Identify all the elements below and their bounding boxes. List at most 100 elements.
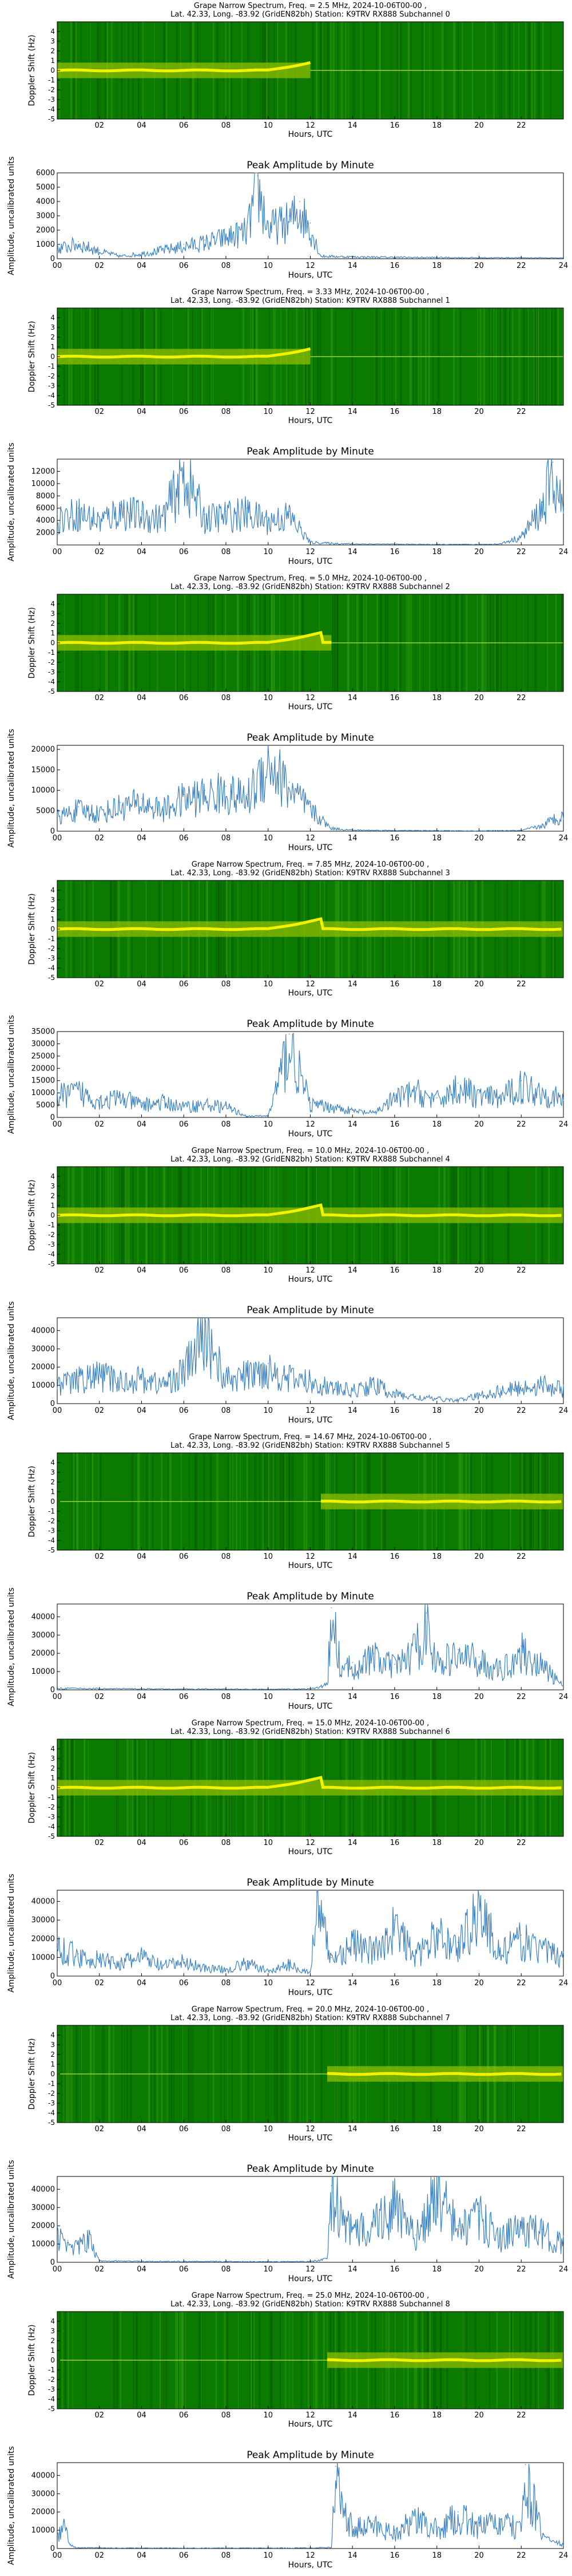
spectrogram-y-tick-label: -1 (48, 2366, 55, 2374)
spectrogram-y-tick-label: 1 (50, 1488, 55, 1496)
spectrogram-x-tick-label: 04 (137, 408, 146, 416)
amplitude-series-line (57, 1890, 564, 1975)
amplitude-y-tick-label: 2000 (36, 226, 55, 235)
amplitude-point (120, 1095, 121, 1096)
spectrogram-x-tick-label: 10 (263, 980, 273, 989)
spectrogram-x-tick-label: 02 (94, 1266, 104, 1275)
amplitude-point (141, 511, 142, 512)
spectrogram-x-tick-label: 06 (179, 1839, 189, 1847)
amplitude-x-tick-label: 06 (179, 1120, 189, 1129)
amplitude-y-tick-label: 30000 (31, 2490, 55, 2498)
amplitude-point (141, 1374, 142, 1375)
spectrogram-8: Grape Narrow Spectrum, Freq. = 25.0 MHz,… (27, 2291, 564, 2429)
spectrogram-y-axis-label: Doppler Shift (Hz) (27, 1752, 37, 1824)
amplitude-point (415, 1396, 416, 1397)
spectrogram-x-tick-label: 02 (94, 2125, 104, 2134)
spectrogram-content (57, 2025, 563, 2123)
amplitude-x-axis-label: Hours, UTC (288, 271, 333, 280)
spectrogram-signal-trace (327, 2072, 562, 2076)
amplitude-point (415, 1643, 416, 1645)
amplitude-point (247, 793, 248, 795)
spectrogram-y-tick-label: 1 (50, 2346, 55, 2354)
amplitude-x-tick-label: 04 (137, 1406, 146, 1415)
amplitude-point (563, 507, 564, 509)
spectrogram-y-tick-label: 1 (50, 57, 55, 65)
spectrogram-y-tick-label: 2 (50, 2337, 55, 2345)
spectrogram-title-line1: Grape Narrow Spectrum, Freq. = 25.0 MHz,… (192, 2291, 429, 2300)
amplitude-point (247, 227, 248, 228)
amplitude-x-tick-label: 00 (53, 2551, 62, 2560)
amplitude-x-tick-label: 20 (474, 1979, 484, 1988)
spectrogram-x-tick-label: 04 (137, 1839, 146, 1847)
spectrogram-x-axis-label: Hours, UTC (288, 2420, 333, 2429)
spectrogram-y-tick-label: -3 (48, 2385, 55, 2393)
amplitude-x-tick-label: 14 (348, 1693, 357, 1701)
amplitude-point (247, 1116, 248, 1117)
amplitude-x-tick-label: 08 (221, 548, 231, 556)
amplitude-series-line (57, 1032, 564, 1117)
amplitude-y-tick-label: 40000 (31, 2185, 55, 2194)
spectrogram-x-tick-label: 08 (221, 980, 231, 989)
amplitude-x-tick-label: 00 (53, 834, 62, 843)
amplitude-y-tick-label: 10000 (31, 1953, 55, 1962)
amplitude-x-tick-label: 04 (137, 2265, 146, 2274)
amplitude-title: Peak Amplitude by Minute (247, 446, 374, 457)
spectrogram-y-tick-label: -5 (48, 1260, 55, 1268)
amplitude-point (436, 1097, 438, 1099)
spectrogram-y-tick-label: -1 (48, 935, 55, 943)
spectrogram-y-tick-label: 2 (50, 333, 55, 341)
amplitude-x-tick-label: 16 (390, 1979, 400, 1988)
spectrogram-y-tick-label: -1 (48, 1507, 55, 1515)
spectrogram-x-tick-label: 16 (390, 694, 400, 702)
spectrogram-7: Grape Narrow Spectrum, Freq. = 20.0 MHz,… (27, 2005, 564, 2143)
amplitude-x-tick-label: 10 (263, 1406, 273, 1415)
amplitude-title: Peak Amplitude by Minute (247, 2163, 374, 2175)
spectrogram-y-tick-label: -4 (48, 392, 55, 400)
amplitude-y-tick-label: 0 (50, 255, 55, 263)
amplitude-x-axis-label: Hours, UTC (288, 1416, 333, 1425)
amplitude-x-tick-label: 00 (53, 1693, 62, 1701)
amplitude-plot-area (57, 459, 564, 546)
spectrogram-y-tick-label: 3 (50, 610, 55, 618)
amplitude-point (436, 1929, 438, 1930)
amplitude-y-tick-label: 10000 (31, 1381, 55, 1390)
spectrogram-x-tick-label: 08 (221, 694, 231, 702)
spectrogram-x-tick-label: 12 (305, 2125, 315, 2134)
amplitude-point (394, 2198, 395, 2199)
spectrogram-x-tick-label: 04 (137, 1552, 146, 1561)
amplitude-x-tick-label: 22 (517, 548, 526, 556)
amplitude-x-tick-label: 20 (474, 262, 484, 270)
amplitude-x-tick-label: 04 (137, 548, 146, 556)
amplitude-chart-8: Peak Amplitude by Minute 0 10000 20000 30000… (7, 2446, 568, 2570)
amplitude-point (331, 2546, 332, 2548)
spectrogram-y-tick-label: -4 (48, 1536, 55, 1544)
amplitude-y-tick-label: 20000 (31, 1363, 55, 1372)
amplitude-x-tick-label: 24 (559, 2265, 569, 2274)
amplitude-point (563, 810, 564, 812)
amplitude-y-tick-label: 20000 (31, 2222, 55, 2230)
amplitude-x-tick-label: 00 (53, 1120, 62, 1129)
amplitude-y-tick-label: 35000 (31, 1028, 55, 1036)
spectrogram-3: Grape Narrow Spectrum, Freq. = 7.85 MHz,… (27, 860, 564, 998)
spectrogram-x-tick-label: 20 (474, 694, 484, 702)
spectrogram-x-tick-label: 18 (432, 1839, 442, 1847)
amplitude-x-tick-label: 18 (432, 1406, 442, 1415)
amplitude-x-tick-label: 22 (517, 834, 526, 843)
amplitude-x-tick-label: 08 (221, 834, 231, 843)
spectrogram-y-tick-label: 4 (50, 2031, 55, 2039)
amplitude-point (542, 824, 543, 826)
amplitude-point (309, 222, 311, 224)
amplitude-point (373, 1112, 374, 1113)
amplitude-x-tick-label: 18 (432, 1120, 442, 1129)
amplitude-x-tick-label: 02 (94, 548, 104, 556)
amplitude-y-tick-label: 30000 (31, 1631, 55, 1639)
amplitude-point (98, 810, 100, 812)
spectrogram-x-tick-label: 12 (305, 980, 315, 989)
spectrogram-y-tick-label: 3 (50, 2327, 55, 2335)
spectrogram-y-tick-label: -3 (48, 1240, 55, 1249)
amplitude-y-axis-label: Amplitude, uncalibrated units (7, 1587, 16, 1706)
amplitude-point (225, 1104, 227, 1106)
amplitude-y-tick-label: 5000 (36, 1101, 55, 1110)
spectrogram-x-tick-label: 14 (348, 2125, 357, 2134)
amplitude-point (204, 1102, 205, 1104)
